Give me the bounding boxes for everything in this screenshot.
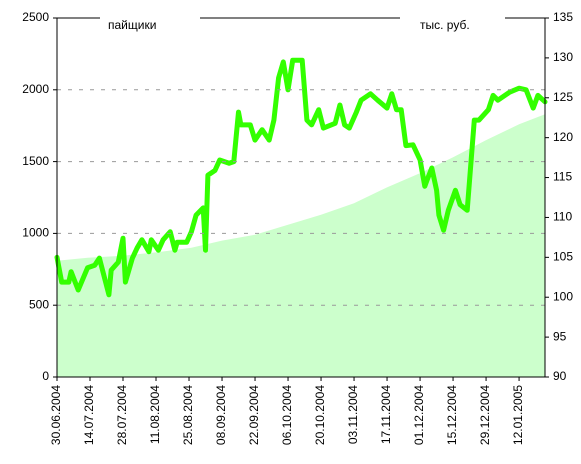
y2-tick-label: 90: [553, 369, 567, 383]
x-tick-label: 17.11.2004: [379, 385, 393, 444]
y-tick-label: 500: [29, 297, 49, 311]
y-tick-label: 1000: [22, 226, 49, 240]
legend-label: пайщики: [108, 18, 156, 32]
y2-tick-label: 130: [553, 50, 573, 64]
y-tick-label: 2500: [22, 10, 49, 24]
x-tick-label: 11.08.2004: [148, 385, 162, 444]
x-tick-label: 22.09.2004: [247, 385, 261, 445]
y2-tick-label: 125: [553, 90, 573, 104]
y2-tick-label: 110: [553, 210, 572, 224]
x-tick-label: 08.09.2004: [214, 385, 228, 445]
legend-label: тыс. руб.: [420, 18, 470, 32]
y2-tick-label: 95: [553, 329, 567, 343]
y2-tick-label: 105: [553, 250, 573, 264]
x-tick-label: 03.11.2004: [346, 385, 360, 444]
x-tick-label: 28.07.2004: [115, 385, 129, 445]
plot: [54, 57, 548, 377]
x-tick-label: 20.10.2004: [313, 385, 327, 445]
x-tick-label: 12.01.2005: [511, 385, 525, 445]
x-tick-label: 30.06.2004: [49, 385, 63, 445]
y-tick-label: 1500: [22, 154, 49, 168]
y2-tick-label: 120: [553, 130, 573, 144]
x-tick-label: 15.12.2004: [445, 385, 459, 445]
y-tick-label: 2000: [22, 82, 49, 96]
x-tick-label: 14.07.2004: [82, 385, 96, 445]
y-tick-label: 0: [42, 369, 49, 383]
x-tick-label: 06.10.2004: [280, 385, 294, 445]
y2-tick-label: 100: [553, 289, 573, 303]
y2-tick-label: 135: [553, 10, 573, 24]
x-tick-label: 25.08.2004: [181, 385, 195, 445]
x-tick-label: 01.12.2004: [412, 385, 426, 445]
y2-tick-label: 115: [553, 170, 572, 184]
x-tick-label: 29.12.2004: [478, 385, 492, 445]
